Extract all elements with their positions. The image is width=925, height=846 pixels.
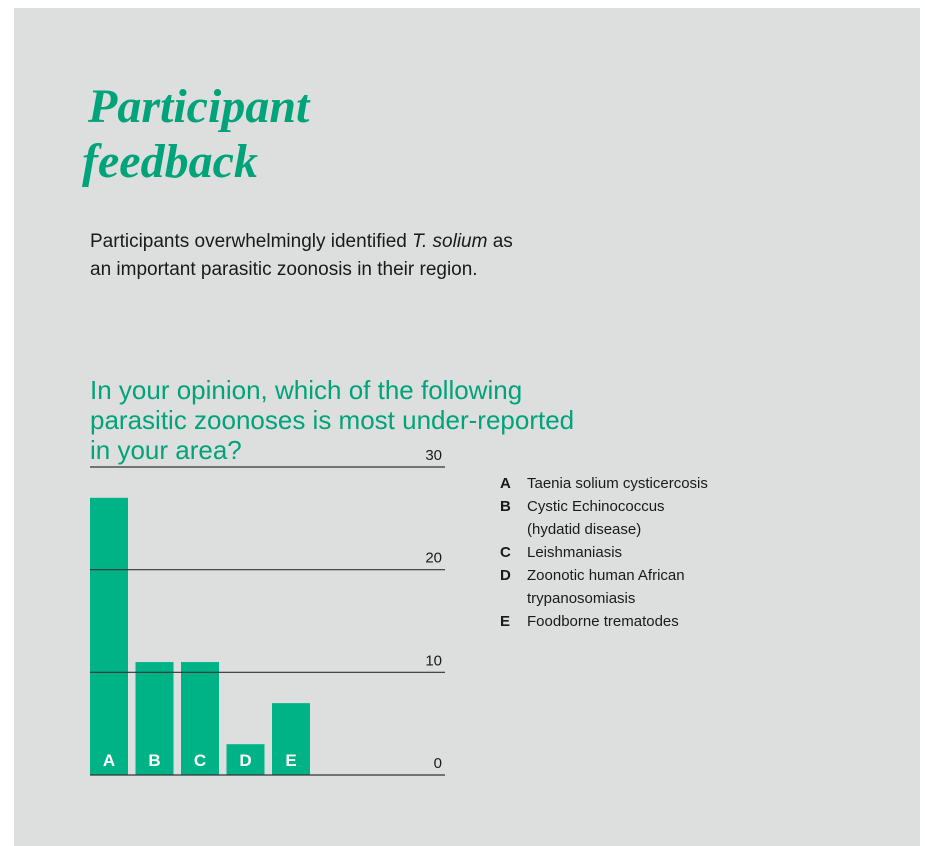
bar [181, 662, 219, 775]
bar-label: E [285, 751, 296, 770]
bar [272, 703, 310, 775]
chart-title: In your opinion, which of the following [90, 375, 522, 405]
heading: feedback [82, 135, 258, 188]
intro: an important parasitic zoonosis in their… [90, 259, 478, 280]
bar-label: D [239, 751, 251, 770]
legend-label: trypanosomiasis [527, 590, 635, 607]
legend-key: A [500, 475, 511, 492]
legend-label: Zoonotic human African [527, 567, 685, 584]
y-tick-label: 0 [434, 755, 442, 772]
chart-title: in your area? [90, 435, 242, 465]
bar-label: A [103, 751, 115, 770]
bar [135, 662, 174, 775]
legend-label: (hydatid disease) [527, 521, 641, 538]
legend-label: Cystic Echinococcus [527, 498, 665, 515]
bar [226, 744, 265, 775]
y-tick-label: 30 [425, 447, 442, 464]
legend-label: Taenia solium cysticercosis [527, 475, 708, 492]
legend-label: Leishmaniasis [527, 544, 622, 561]
legend-key: D [500, 567, 511, 584]
legend-key: B [500, 498, 511, 515]
y-tick-label: 10 [425, 652, 442, 669]
y-tick-label: 20 [425, 550, 442, 567]
intro: Participants overwhelmingly identified T… [90, 231, 513, 252]
heading: Participant [87, 80, 311, 133]
legend-label: Foodborne trematodes [527, 613, 679, 630]
bar [90, 497, 128, 775]
bar-label: B [148, 751, 160, 770]
chart-title: parasitic zoonoses is most under-reporte… [90, 405, 574, 435]
bar-label: C [194, 751, 206, 770]
legend-key: C [500, 544, 511, 561]
legend-key: E [500, 613, 510, 630]
